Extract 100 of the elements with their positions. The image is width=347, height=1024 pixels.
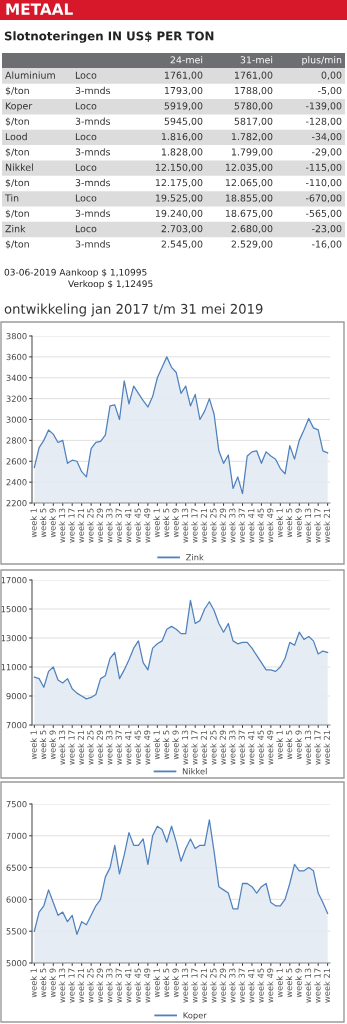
y-tick-label: 3000	[6, 416, 27, 423]
y-tick-label: 3600	[6, 353, 27, 361]
x-tick-label: week 41	[247, 508, 255, 543]
x-tick-label: week 45	[134, 508, 141, 543]
y-tick-label: 6000	[6, 896, 27, 903]
category-label: 31-mei	[240, 56, 273, 64]
x-tick-label: week 45	[257, 968, 264, 1003]
text: 12.035,00	[225, 163, 273, 172]
text: 3-mnds	[75, 86, 111, 95]
y-tick-label: 15000	[1, 605, 27, 613]
text: $/ton	[5, 86, 29, 96]
x-tick-label: week 33	[106, 968, 113, 1003]
x-tick-label: week 21	[77, 730, 85, 765]
x-tick-label: week 9	[295, 730, 302, 760]
text: Aluminium	[5, 71, 55, 79]
y-tick-label: 6500	[6, 864, 27, 871]
text: 5780,00	[234, 102, 273, 111]
x-tick-label: week 5	[162, 730, 170, 760]
text: Loco	[75, 133, 97, 141]
x-tick-label: week 17	[191, 968, 198, 1003]
legend-label: Nikkel	[182, 768, 207, 775]
y-tick-label: 5000	[6, 959, 27, 967]
category-label: plus/min	[302, 56, 342, 66]
text: -670,00	[306, 194, 342, 203]
text: $/ton	[5, 209, 29, 219]
x-tick-label: week 45	[134, 968, 141, 1003]
x-tick-label: week 1	[276, 968, 283, 998]
x-tick-label: week 17	[68, 730, 75, 765]
x-tick-label: week 29	[96, 730, 104, 765]
text: -139,00	[306, 102, 342, 111]
x-tick-label: week 5	[39, 968, 47, 998]
x-tick-label: week 9	[49, 968, 56, 998]
text: Koper	[5, 102, 33, 112]
text: 3-mnds	[75, 240, 111, 248]
x-tick-label: week 5	[162, 508, 170, 538]
text: 1.799,00	[231, 148, 273, 157]
x-tick-label: week 1	[276, 508, 283, 538]
x-tick-label: week 21	[323, 968, 331, 1003]
x-tick-label: week 9	[49, 508, 56, 538]
x-tick-label: week 25	[87, 968, 94, 1003]
text: -565,00	[306, 209, 342, 218]
text: 2.529,00	[231, 240, 273, 249]
text: Nikkel	[5, 163, 33, 171]
y-tick-label: 7000	[6, 721, 27, 729]
x-tick-label: week 13	[58, 730, 66, 765]
x-tick-label: week 9	[172, 508, 179, 538]
x-tick-label: week 21	[77, 968, 85, 1003]
x-tick-label: week 1	[30, 968, 37, 998]
chart-title: ontwikkeling jan 2017 t/m 31 mei 2019	[4, 303, 263, 317]
x-tick-label: week 9	[172, 730, 179, 760]
x-tick-label: week 25	[87, 730, 94, 765]
text: Loco	[75, 225, 97, 233]
text: 1.782,00	[231, 133, 273, 142]
text: Tin	[4, 194, 19, 202]
text: Loco	[75, 102, 97, 110]
text: Zink	[5, 224, 26, 233]
x-tick-label: week 21	[323, 508, 331, 543]
x-tick-label: week 9	[49, 730, 56, 760]
x-tick-label: week 37	[238, 968, 245, 1003]
text: $/ton	[5, 240, 29, 249]
text: 12.065,00	[225, 179, 273, 188]
text: 12.150,00	[155, 163, 203, 172]
x-tick-label: week 13	[58, 968, 66, 1003]
x-tick-label: week 29	[219, 730, 226, 765]
text: 1788,00	[234, 86, 273, 96]
text: -110,00	[306, 179, 342, 188]
text: Loco	[75, 71, 97, 79]
text: 18.855,00	[225, 194, 273, 203]
y-tick-label: 11000	[1, 663, 27, 671]
y-tick-label: 3200	[6, 395, 27, 402]
text: 2.545,00	[161, 240, 203, 249]
x-tick-label: week 17	[191, 730, 198, 765]
text: Lood	[5, 132, 27, 141]
x-tick-label: week 21	[323, 730, 331, 765]
x-tick-label: week 29	[96, 508, 104, 543]
x-tick-label: week 33	[229, 968, 236, 1003]
x-tick-label: week 1	[30, 508, 37, 538]
text: 3-mnds	[75, 178, 111, 187]
x-tick-label: week 45	[134, 730, 141, 765]
x-tick-label: week 9	[295, 968, 302, 998]
text: METAAL	[6, 3, 73, 15]
y-tick-label: 2400	[6, 479, 27, 486]
y-tick-label: 2800	[6, 437, 27, 444]
x-tick-label: week 1	[153, 730, 160, 760]
category-label: 24-mei	[170, 56, 203, 64]
text: Slotnoteringen IN US$ PER TON	[4, 31, 214, 43]
x-tick-label: week 25	[87, 508, 94, 543]
text: Loco	[75, 194, 97, 202]
text: 5817,00	[234, 117, 273, 126]
y-tick-label: 2600	[6, 458, 27, 465]
x-tick-label: week 25	[210, 968, 217, 1003]
text: -29,00	[312, 148, 342, 157]
x-tick-label: week 17	[314, 968, 321, 1003]
x-tick-label: week 21	[200, 968, 208, 1003]
text: -128,00	[306, 117, 342, 126]
x-tick-label: week 33	[106, 730, 113, 765]
x-tick-label: week 37	[115, 730, 122, 765]
x-tick-label: week 25	[210, 730, 217, 765]
text: 1761,00	[164, 71, 203, 80]
x-tick-label: week 21	[77, 508, 85, 543]
